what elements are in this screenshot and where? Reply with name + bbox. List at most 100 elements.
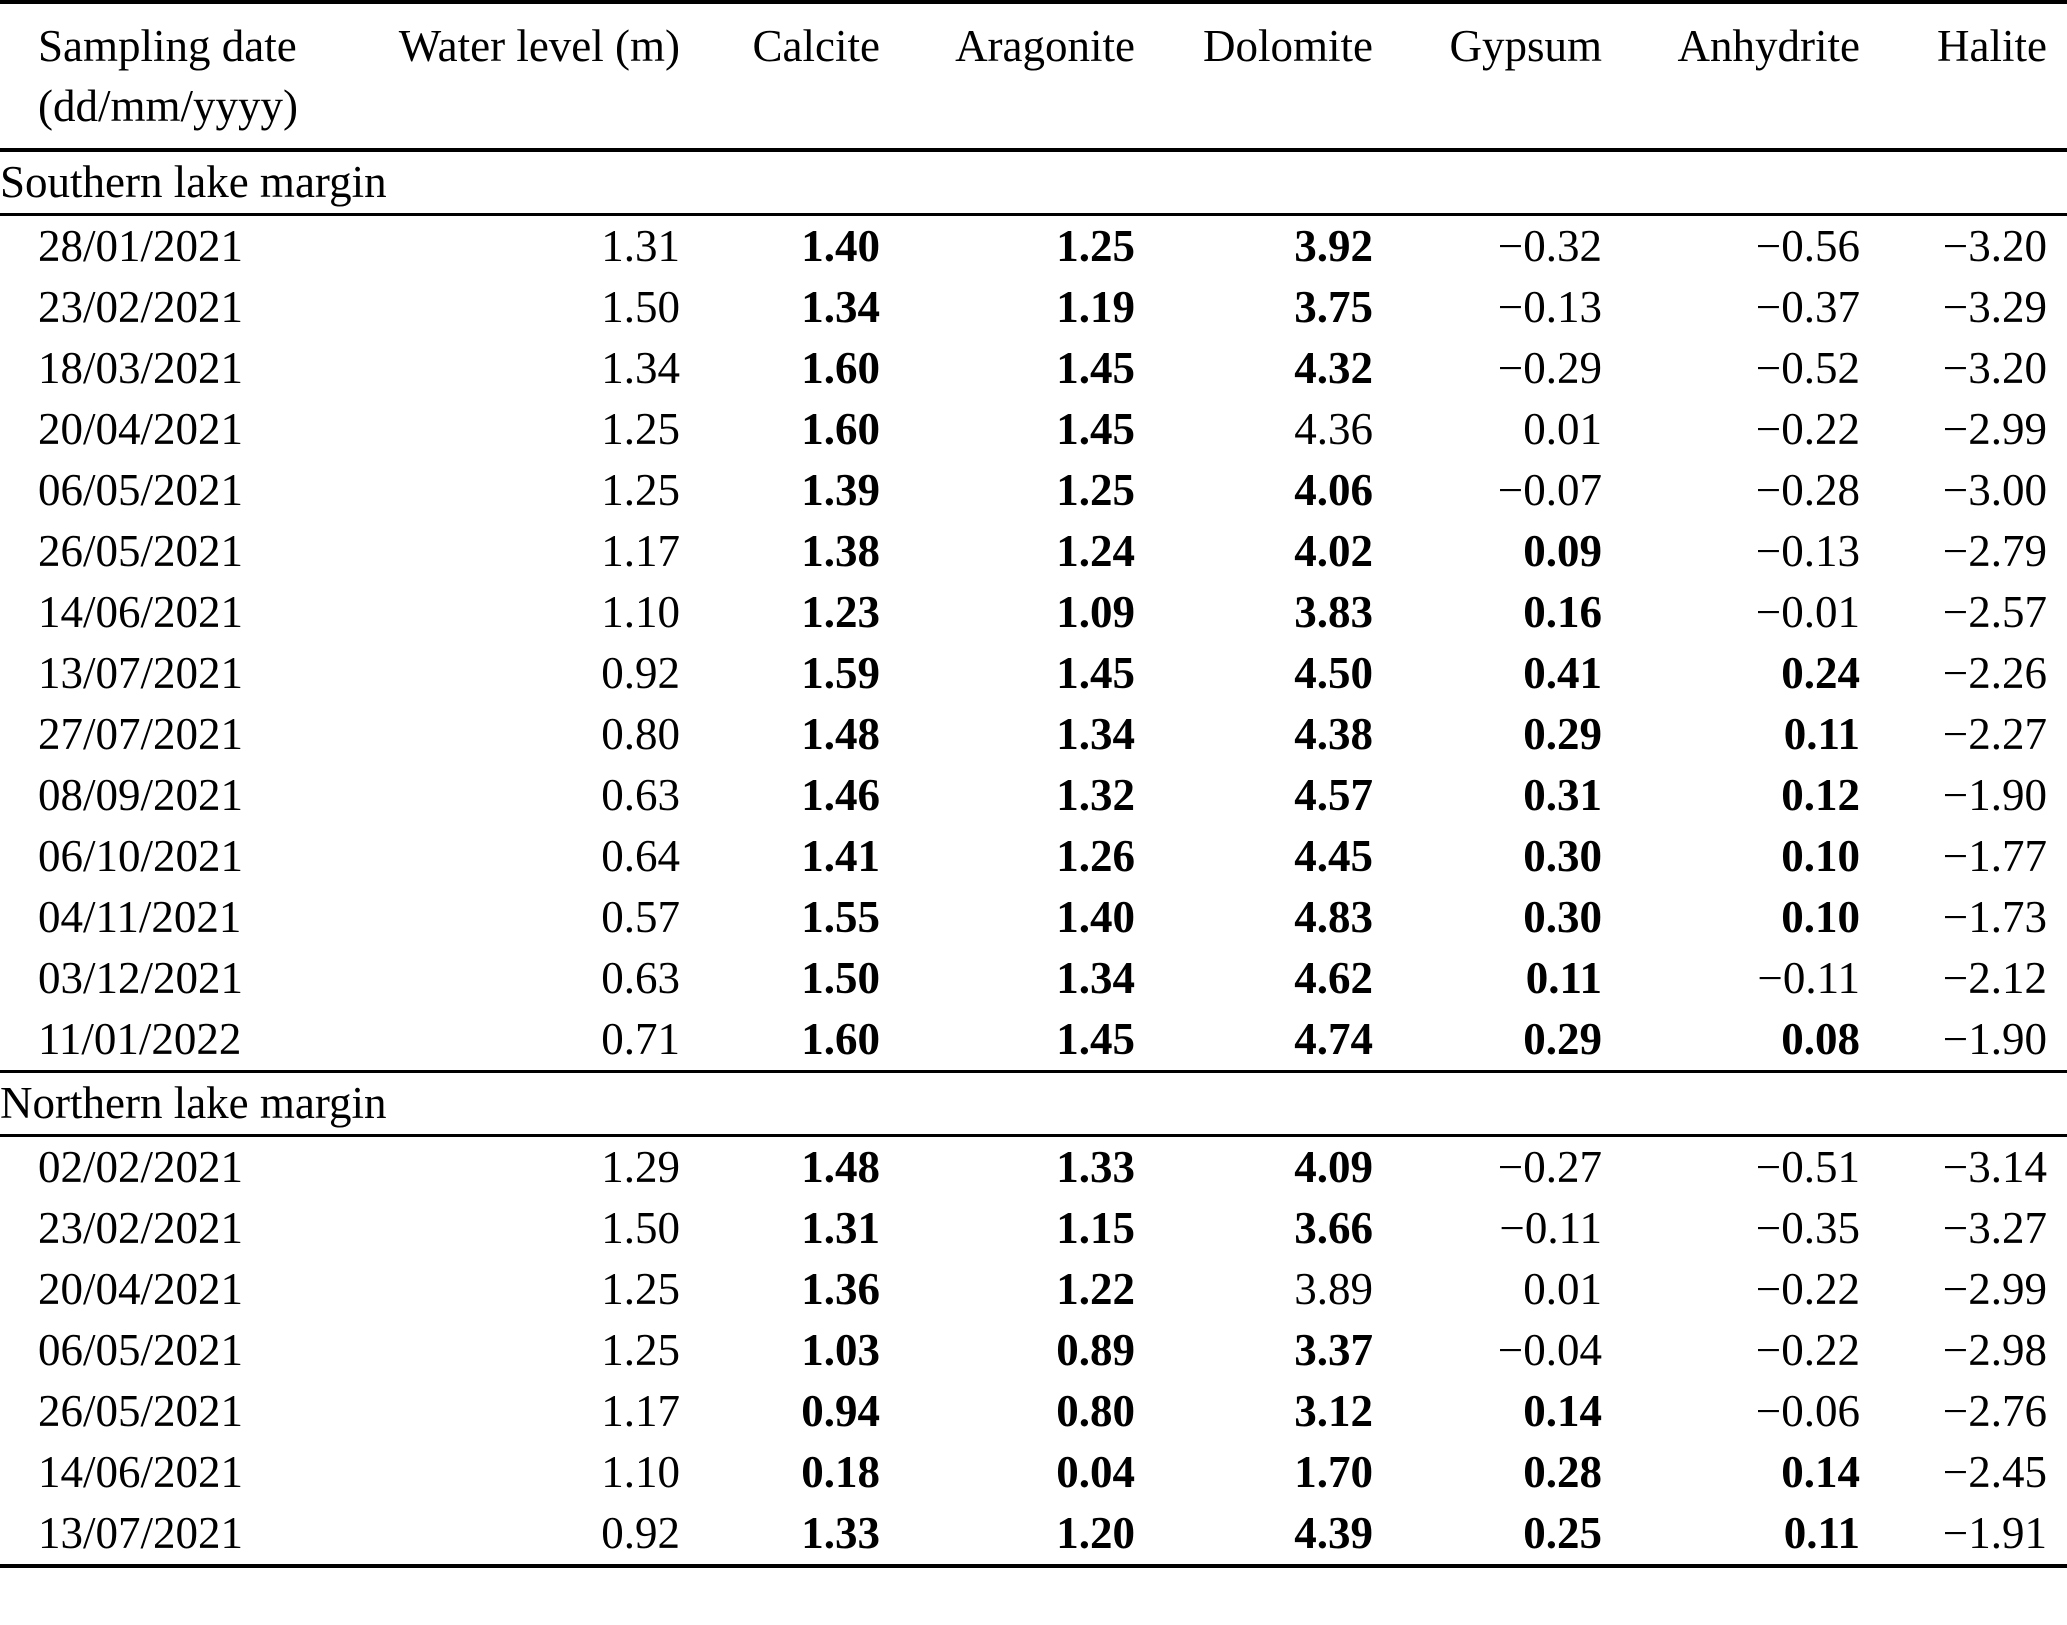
saturation-index-table: Sampling date (dd/mm/yyyy) Water level (… bbox=[0, 0, 2067, 1568]
water-level-cell: 1.31 bbox=[601, 221, 680, 271]
dolomite-cell: 4.57 bbox=[1294, 770, 1373, 820]
header-dolomite: Dolomite bbox=[1135, 2, 1373, 152]
halite-cell: −3.00 bbox=[1942, 465, 2047, 515]
halite-cell: −3.14 bbox=[1942, 1142, 2047, 1192]
header-water-level: Water level (m) bbox=[350, 2, 680, 152]
sampling-date-cell: 23/02/2021 bbox=[38, 282, 244, 332]
gypsum-cell: −0.04 bbox=[1497, 1325, 1602, 1375]
calcite-cell: 0.18 bbox=[801, 1447, 880, 1497]
water-level-cell: 0.57 bbox=[601, 892, 680, 942]
header-row: Sampling date (dd/mm/yyyy) Water level (… bbox=[0, 2, 2067, 152]
table-row: 08/09/2021 0.63 1.46 1.32 4.57 0.31 0.12 −1.90 bbox=[0, 765, 2067, 826]
anhydrite-cell: −0.51 bbox=[1755, 1142, 1860, 1192]
table-row: 14/06/2021 1.10 0.18 0.04 1.70 0.28 0.14 −2.45 bbox=[0, 1442, 2067, 1503]
sampling-date-cell: 18/03/2021 bbox=[38, 343, 244, 393]
table-row: 26/05/2021 1.17 0.94 0.80 3.12 0.14 −0.06 −2.76 bbox=[0, 1381, 2067, 1442]
sampling-date-cell: 23/02/2021 bbox=[38, 1203, 244, 1253]
header-gypsum: Gypsum bbox=[1373, 2, 1602, 152]
table-row: 20/04/2021 1.25 1.36 1.22 3.89 0.01 −0.22 −2.99 bbox=[0, 1259, 2067, 1320]
anhydrite-cell: −0.22 bbox=[1755, 1264, 1860, 1314]
sampling-date-cell: 20/04/2021 bbox=[38, 404, 244, 454]
sampling-date-cell: 28/01/2021 bbox=[38, 221, 244, 271]
calcite-cell: 1.23 bbox=[801, 587, 880, 637]
table-row: 11/01/2022 0.71 1.60 1.45 4.74 0.29 0.08 −1.90 bbox=[0, 1009, 2067, 1072]
aragonite-cell: 0.89 bbox=[1056, 1325, 1135, 1375]
section-header-row: Southern lake margin bbox=[0, 148, 2067, 216]
dolomite-cell: 4.45 bbox=[1294, 831, 1373, 881]
table-row: 03/12/2021 0.63 1.50 1.34 4.62 0.11 −0.11 −2.12 bbox=[0, 948, 2067, 1009]
gypsum-cell: 0.01 bbox=[1523, 1264, 1602, 1314]
calcite-cell: 1.39 bbox=[801, 465, 880, 515]
gypsum-cell: 0.11 bbox=[1525, 953, 1602, 1003]
halite-cell: −2.99 bbox=[1942, 1264, 2047, 1314]
halite-cell: −3.29 bbox=[1942, 282, 2047, 332]
calcite-cell: 1.34 bbox=[801, 282, 880, 332]
gypsum-cell: 0.41 bbox=[1523, 648, 1602, 698]
section-title: Northern lake margin bbox=[0, 1070, 2067, 1137]
dolomite-cell: 3.83 bbox=[1294, 587, 1373, 637]
aragonite-cell: 1.26 bbox=[1056, 831, 1135, 881]
aragonite-cell: 1.34 bbox=[1056, 709, 1135, 759]
section-title: Southern lake margin bbox=[0, 148, 2067, 216]
gypsum-cell: 0.14 bbox=[1523, 1386, 1602, 1436]
sampling-date-cell: 06/05/2021 bbox=[38, 1325, 244, 1375]
water-level-cell: 1.10 bbox=[601, 587, 680, 637]
table-row: 02/02/2021 1.29 1.48 1.33 4.09 −0.27 −0.51 −3.1… bbox=[0, 1136, 2067, 1199]
water-level-cell: 1.25 bbox=[601, 1325, 680, 1375]
calcite-cell: 1.41 bbox=[801, 831, 880, 881]
sampling-date-cell: 06/10/2021 bbox=[38, 831, 244, 881]
halite-cell: −1.90 bbox=[1942, 1014, 2047, 1064]
anhydrite-cell: −0.22 bbox=[1755, 404, 1860, 454]
table-row: 28/01/2021 1.31 1.40 1.25 3.92 −0.32 −0.56 −3.2… bbox=[0, 215, 2067, 278]
aragonite-cell: 1.45 bbox=[1056, 404, 1135, 454]
dolomite-cell: 3.37 bbox=[1294, 1325, 1373, 1375]
water-level-cell: 1.29 bbox=[601, 1142, 680, 1192]
table-header: Sampling date (dd/mm/yyyy) Water level (… bbox=[0, 2, 2067, 152]
dolomite-cell: 1.70 bbox=[1294, 1447, 1373, 1497]
calcite-cell: 1.36 bbox=[801, 1264, 880, 1314]
calcite-cell: 1.50 bbox=[801, 953, 880, 1003]
aragonite-cell: 1.09 bbox=[1056, 587, 1135, 637]
table-row: 13/07/2021 0.92 1.33 1.20 4.39 0.25 0.11 −1.91 bbox=[0, 1503, 2067, 1566]
calcite-cell: 1.38 bbox=[801, 526, 880, 576]
sampling-date-cell: 11/01/2022 bbox=[38, 1014, 242, 1064]
dolomite-cell: 4.32 bbox=[1294, 343, 1373, 393]
calcite-cell: 1.33 bbox=[801, 1508, 880, 1558]
anhydrite-cell: 0.11 bbox=[1783, 709, 1860, 759]
aragonite-cell: 1.20 bbox=[1056, 1508, 1135, 1558]
sampling-date-cell: 08/09/2021 bbox=[38, 770, 244, 820]
table-row: 23/02/2021 1.50 1.31 1.15 3.66 −0.11 −0.35 −3.2… bbox=[0, 1198, 2067, 1259]
table-row: 13/07/2021 0.92 1.59 1.45 4.50 0.41 0.24 −2.26 bbox=[0, 643, 2067, 704]
table-row: 06/10/2021 0.64 1.41 1.26 4.45 0.30 0.10 −1.77 bbox=[0, 826, 2067, 887]
table-row: 06/05/2021 1.25 1.39 1.25 4.06 −0.07 −0.28 −3.0… bbox=[0, 460, 2067, 521]
sampling-date-cell: 04/11/2021 bbox=[38, 892, 242, 942]
gypsum-cell: 0.16 bbox=[1523, 587, 1602, 637]
anhydrite-cell: −0.22 bbox=[1755, 1325, 1860, 1375]
anhydrite-cell: −0.01 bbox=[1755, 587, 1860, 637]
sampling-date-cell: 03/12/2021 bbox=[38, 953, 244, 1003]
gypsum-cell: 0.09 bbox=[1523, 526, 1602, 576]
anhydrite-cell: −0.37 bbox=[1755, 282, 1860, 332]
halite-cell: −2.26 bbox=[1942, 648, 2047, 698]
halite-cell: −2.76 bbox=[1942, 1386, 2047, 1436]
sampling-date-cell: 14/06/2021 bbox=[38, 587, 244, 637]
dolomite-cell: 4.39 bbox=[1294, 1508, 1373, 1558]
halite-cell: −2.57 bbox=[1942, 587, 2047, 637]
water-level-cell: 0.63 bbox=[601, 953, 680, 1003]
anhydrite-cell: −0.35 bbox=[1755, 1203, 1860, 1253]
halite-cell: −1.77 bbox=[1942, 831, 2047, 881]
anhydrite-cell: 0.10 bbox=[1781, 892, 1860, 942]
halite-cell: −2.27 bbox=[1942, 709, 2047, 759]
table-body: Southern lake margin 28/01/2021 1.31 1.40 1.… bbox=[0, 148, 2067, 1566]
anhydrite-cell: 0.08 bbox=[1781, 1014, 1860, 1064]
water-level-cell: 0.92 bbox=[601, 1508, 680, 1558]
calcite-cell: 1.60 bbox=[801, 404, 880, 454]
header-sampling-date-line1: Sampling date bbox=[38, 21, 297, 71]
calcite-cell: 0.94 bbox=[801, 1386, 880, 1436]
water-level-cell: 1.50 bbox=[601, 1203, 680, 1253]
dolomite-cell: 3.92 bbox=[1294, 221, 1373, 271]
calcite-cell: 1.48 bbox=[801, 709, 880, 759]
anhydrite-cell: −0.56 bbox=[1755, 221, 1860, 271]
dolomite-cell: 4.02 bbox=[1294, 526, 1373, 576]
aragonite-cell: 1.22 bbox=[1056, 1264, 1135, 1314]
